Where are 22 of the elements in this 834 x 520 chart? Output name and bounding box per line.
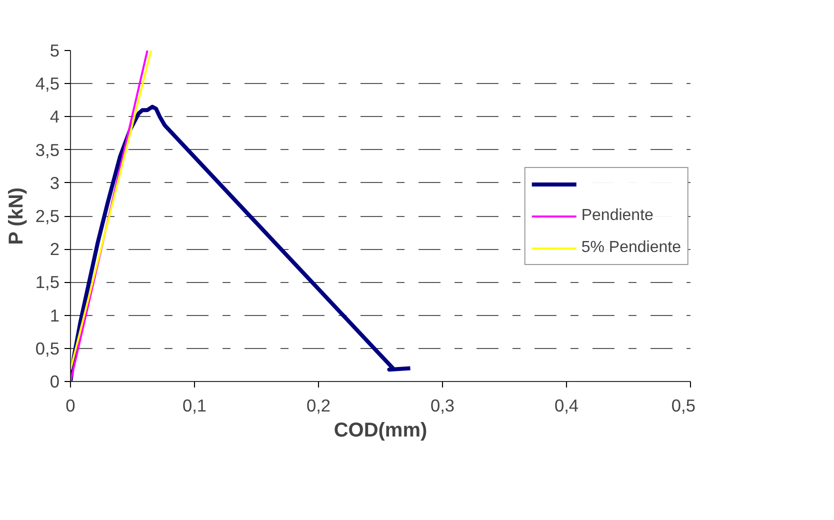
x-tick-label: 0,3 (430, 396, 455, 416)
x-tick-label: 0,5 (671, 396, 696, 416)
line-series (70, 104, 412, 382)
x-tick-label: 0,2 (306, 396, 331, 416)
y-tick-label: 0 (50, 372, 60, 392)
x-tick-label: 0 (66, 396, 76, 416)
y-tick-label: 3 (50, 172, 60, 193)
x-axis-title: COD(mm) (334, 420, 428, 442)
legend-label: Pendiente (581, 206, 654, 224)
y-tick-label: 2 (50, 239, 60, 260)
y-axis-title: P (kN) (5, 187, 28, 245)
y-tick-label: 1 (50, 305, 60, 326)
y-tick-label: 4,5 (35, 74, 60, 94)
y-tick-label: 2,5 (35, 206, 60, 226)
y-tick-label: 4 (50, 106, 60, 127)
y-tick-label: 1,5 (35, 272, 60, 292)
y-tick-label: 3,5 (35, 140, 60, 160)
legend-label: 5% Pendiente (581, 238, 681, 256)
x-tick-label: 0,1 (182, 396, 207, 416)
x-tick-label: 0,4 (554, 396, 579, 416)
y-tick-label: 0,5 (35, 338, 60, 358)
y-tick-label: 5 (50, 40, 60, 60)
